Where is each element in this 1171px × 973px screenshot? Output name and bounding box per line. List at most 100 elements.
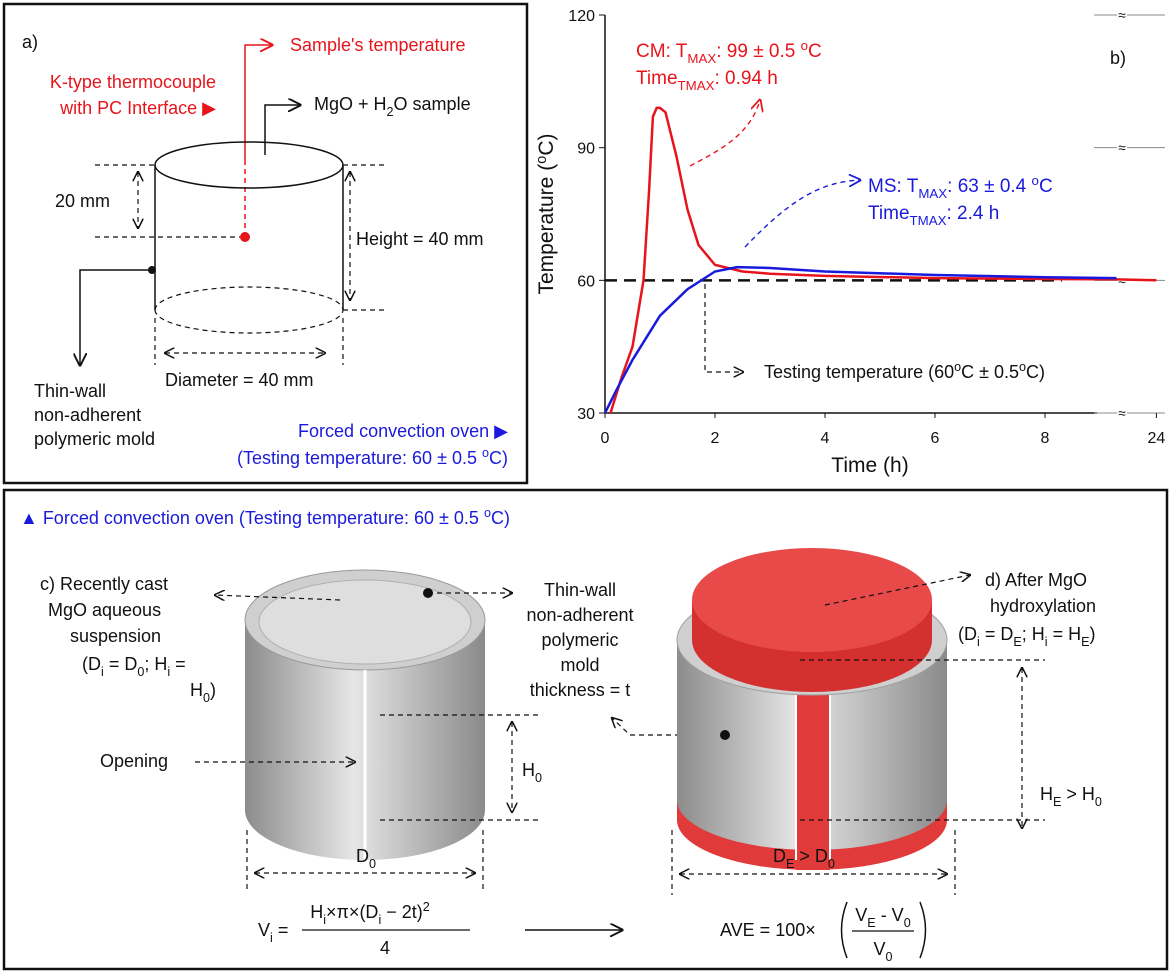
annotation: TimeTMAX: 2.4 h <box>868 203 999 228</box>
chart: b) Time (h) Temperature (oC) CM: TMAX: 9… <box>534 7 1165 477</box>
x-axis-title: Time (h) <box>831 454 908 477</box>
he-label: HE > H0 <box>1040 784 1102 809</box>
x-tick-label: 4 <box>821 430 830 447</box>
x-tick-label: 2 <box>711 430 720 447</box>
text-piece: o <box>484 506 491 520</box>
text-piece: ; H <box>144 654 167 674</box>
text-piece: o <box>1019 360 1026 374</box>
pointer-dot <box>423 588 433 598</box>
probe-tip <box>240 232 250 242</box>
text-piece: MgO + H <box>314 94 387 114</box>
figure: a) Sample's temperature K-type thermocou… <box>0 0 1171 973</box>
mold-label: Thin-wall <box>544 580 616 600</box>
text-piece: Time <box>868 203 910 224</box>
c-title: MgO aqueous <box>48 600 161 620</box>
text-piece: 0 <box>828 857 835 871</box>
probe-label: Sample's temperature <box>290 35 466 55</box>
text-piece: H <box>522 760 535 780</box>
y-tick-label: 60 <box>577 273 595 290</box>
annotation: TimeTMAX: 0.94 h <box>636 68 778 93</box>
text-piece: : 99 ± 0.5 <box>716 41 800 62</box>
text-piece: C) <box>491 508 510 528</box>
opening-label: Opening <box>100 751 168 771</box>
annotation: MS: TMAX: 63 ± 0.4 oC <box>868 173 1053 201</box>
text-piece: C) <box>535 133 558 155</box>
text-piece: V <box>873 939 885 959</box>
text-piece: (D <box>82 654 101 674</box>
reference-label: Testing temperature (60oC ± 0.5oC) <box>764 360 1045 382</box>
text-piece: V <box>258 920 270 940</box>
text-piece: o <box>482 446 489 460</box>
text-piece: C <box>1039 176 1053 197</box>
text-piece: MAX <box>687 51 716 66</box>
panel-frame <box>4 490 1167 969</box>
text-piece: : 63 ± 0.4 <box>947 176 1031 197</box>
y-tick-label: 30 <box>577 406 595 423</box>
text-piece: o <box>534 156 550 164</box>
text-piece: o <box>954 360 961 374</box>
mold-label: non-adherent <box>34 405 141 425</box>
d-title: hydroxylation <box>990 596 1096 616</box>
panel-cd: ▲ Forced convection oven (Testing temper… <box>4 490 1167 969</box>
text-piece: : 2.4 h <box>946 203 999 224</box>
series-line <box>605 267 1117 413</box>
text-piece: 0 <box>904 916 911 930</box>
text-piece: E <box>786 857 794 871</box>
c-title: c) Recently cast <box>40 574 168 594</box>
text-piece: TMAX <box>678 78 715 93</box>
cylinder-base <box>155 310 343 333</box>
equation: Hi×π×(Di − 2t)2 <box>310 900 430 927</box>
pointer-dot <box>720 730 730 740</box>
text-piece: > D <box>794 846 828 866</box>
mold-label: non-adherent <box>526 605 633 625</box>
thermocouple-label: with PC Interface ▶ <box>59 98 216 118</box>
y-tick-label: 90 <box>577 141 595 158</box>
text-piece: : T <box>666 41 688 62</box>
c-condition: (Di = D0; Hi = <box>82 654 186 679</box>
equation: VE - V0 <box>855 905 910 930</box>
sample-label: MgO + H2O sample <box>314 94 471 119</box>
text-piece: o <box>801 38 808 53</box>
text-piece: ) <box>1089 624 1095 644</box>
panel-a: a) Sample's temperature K-type thermocou… <box>4 4 527 483</box>
x-tick-label: 0 <box>601 430 610 447</box>
text-piece: H <box>310 902 323 922</box>
mold-label: thickness = t <box>530 680 631 700</box>
equation: 4 <box>380 938 390 958</box>
text-piece: : 0.94 h <box>714 68 777 89</box>
c-condition: H0) <box>190 680 216 705</box>
axis-break: ≈ <box>1118 405 1126 421</box>
text-piece: C) <box>1026 362 1045 382</box>
height-label: Height = 40 mm <box>356 229 484 249</box>
annotation-arrow <box>705 284 743 372</box>
oven-label: (Testing temperature: 60 ± 0.5 oC) <box>237 446 508 468</box>
text-piece: E <box>1013 635 1021 649</box>
c-title: suspension <box>70 626 161 646</box>
text-piece: Testing temperature (60 <box>764 362 954 382</box>
mold-label: polymeric <box>541 630 618 650</box>
diameter-label: Diameter = 40 mm <box>165 370 314 390</box>
text-piece: H <box>1040 784 1053 804</box>
text-piece: ×π×(D <box>326 902 378 922</box>
text-piece: 2 <box>387 105 394 119</box>
series-name: MS <box>868 176 897 197</box>
text-piece: − 2t) <box>381 902 423 922</box>
text-piece: D <box>773 846 786 866</box>
oven-label: Forced convection oven ▶ <box>298 421 508 441</box>
text-piece: = H <box>1048 624 1082 644</box>
equation: V0 <box>873 939 892 964</box>
panel-label: a) <box>22 32 38 52</box>
text-piece: (Testing temperature: 60 ± 0.5 <box>237 448 482 468</box>
text-piece: = <box>273 920 289 940</box>
text-piece: E <box>1053 795 1061 809</box>
text-piece: 2 <box>423 900 430 914</box>
cylinder-base-hidden <box>155 287 343 310</box>
text-piece: - V <box>876 905 904 925</box>
text-piece: 0 <box>203 691 210 705</box>
x-tick-label: 24 <box>1148 430 1166 447</box>
y-tick-label: 120 <box>568 8 595 25</box>
d-condition: (Di = DE; Hi = HE) <box>958 624 1095 649</box>
mold-arrow <box>80 270 152 365</box>
series-name: CM <box>636 41 666 62</box>
text-piece: H <box>190 680 203 700</box>
